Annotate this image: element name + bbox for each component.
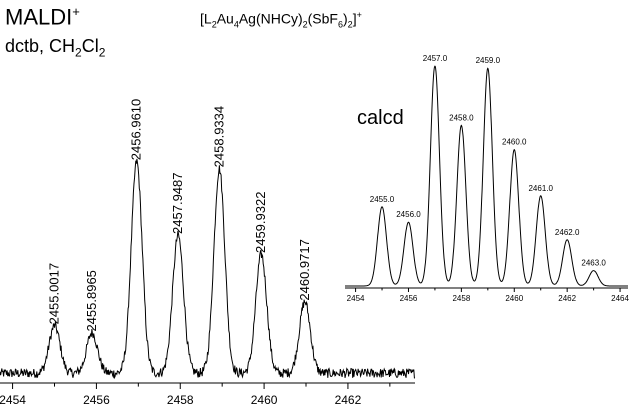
formula-part: 2 xyxy=(347,19,353,30)
formula-part: (SbF xyxy=(307,10,338,27)
x-tick-label: 2454 xyxy=(347,294,365,303)
formula-part: 2 xyxy=(211,19,217,30)
x-tick-label: 2462 xyxy=(558,294,576,303)
x-tick-label: 2462 xyxy=(335,393,362,407)
peak-label: 2462.0 xyxy=(555,228,580,237)
experimental-spectrum: 2454 2456 2458 2460 2462 2455.0017 2455.8965 24… xyxy=(0,99,416,407)
peak-label: 2455.8965 xyxy=(84,270,99,331)
x-tick-label: 2460 xyxy=(505,294,523,303)
peak-label: 2457.9487 xyxy=(170,173,185,234)
formula-part: ] xyxy=(352,10,357,27)
formula-part: + xyxy=(356,10,362,20)
conditions-label: dctb, CH2Cl2 xyxy=(5,36,106,60)
formula-part: 4 xyxy=(233,19,239,30)
formula-part: 2 xyxy=(302,19,308,30)
peak-label: 2456.9610 xyxy=(129,99,144,160)
formula-part: Ag(NHCy) xyxy=(238,10,303,27)
peak-label: 2459.9322 xyxy=(253,192,268,253)
formula-label: [L2Au4Ag(NHCy)2(SbF6)2]+ xyxy=(200,10,362,29)
formula-part: ) xyxy=(343,10,348,27)
peak-label: 2455.0017 xyxy=(47,263,62,324)
formula-part: [L xyxy=(200,10,212,27)
peak-label: 2460.9717 xyxy=(297,239,312,300)
peak-label: 2460.0 xyxy=(502,138,527,147)
calcd-label: calcd xyxy=(357,107,404,129)
formula-part: Au xyxy=(216,10,234,27)
formula-part: 6 xyxy=(337,19,343,30)
x-tick-label: 2464 xyxy=(611,294,629,303)
x-tick-label: 2456 xyxy=(83,393,110,407)
peak-label: 2463.0 xyxy=(581,259,606,268)
x-tick-label: 2460 xyxy=(251,393,278,407)
spectrum-trace xyxy=(0,158,416,380)
x-tick-label: 2458 xyxy=(167,393,194,407)
peak-label: 2458.9334 xyxy=(211,106,226,167)
method-label: MALDI+ xyxy=(5,4,80,30)
peak-label: 2455.0 xyxy=(370,195,395,204)
x-tick-label: 2454 xyxy=(0,393,26,407)
peak-label: 2459.0 xyxy=(476,56,501,65)
peak-label: 2457.0 xyxy=(423,54,448,63)
spectrum-trace xyxy=(345,65,628,287)
x-tick-label: 2456 xyxy=(400,294,418,303)
peak-label: 2458.0 xyxy=(449,113,474,122)
x-tick-label: 2458 xyxy=(452,294,470,303)
peak-label: 2456.0 xyxy=(396,210,421,219)
peak-label: 2461.0 xyxy=(528,184,553,193)
